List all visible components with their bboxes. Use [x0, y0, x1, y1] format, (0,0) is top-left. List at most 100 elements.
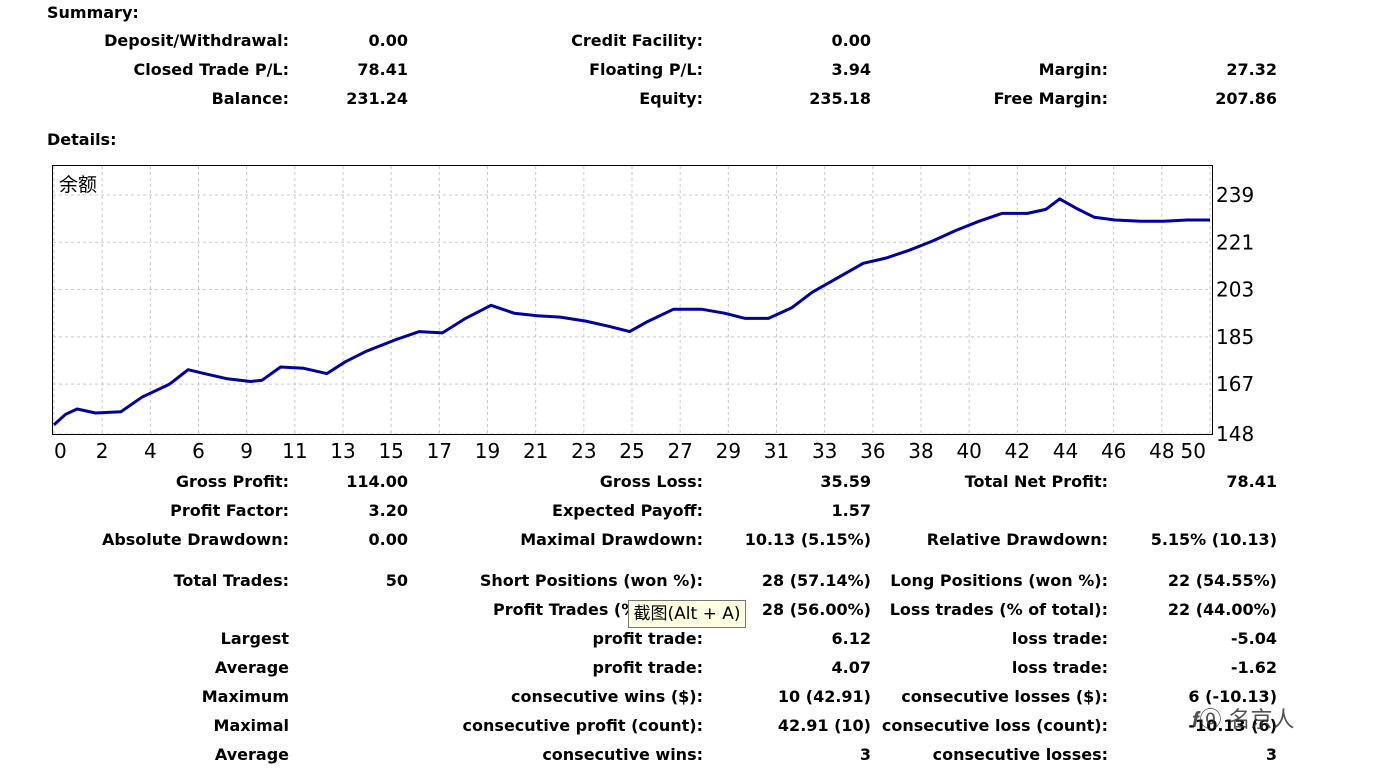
short-positions-value: 28 (57.14%)	[761, 571, 871, 590]
gross-loss-label: Gross Loss:	[599, 472, 703, 491]
profit-factor-label: Profit Factor:	[170, 501, 289, 520]
average-profit-value: 4.07	[831, 658, 871, 677]
short-positions-label: Short Positions (won %):	[479, 571, 703, 590]
equity-value: 235.18	[809, 89, 871, 108]
maximal-consecutive-profit-label: consecutive profit (count):	[462, 716, 703, 735]
avg-consecutive-losses-label: consecutive losses:	[932, 745, 1108, 764]
largest-profit-label: profit trade:	[592, 629, 703, 648]
max-consecutive-wins-label: consecutive wins ($):	[510, 687, 703, 706]
chart-title: 余额	[59, 174, 97, 196]
avg-consecutive-wins-value: 3	[859, 745, 871, 764]
balance-value: 231.24	[346, 89, 408, 108]
x-tick-label: 40	[956, 439, 981, 463]
absolute-drawdown-label: Absolute Drawdown:	[101, 530, 289, 549]
deposit-withdrawal-value: 0.00	[368, 31, 408, 50]
relative-drawdown-value: 5.15% (10.13)	[1150, 530, 1277, 549]
y-tick-label: 185	[1216, 325, 1254, 349]
x-tick-label: 6	[192, 439, 205, 463]
x-tick-label: 29	[716, 439, 741, 463]
y-tick-label: 203	[1216, 278, 1254, 302]
maximal-label: Maximal	[213, 716, 289, 735]
maximal-consecutive-profit-value: 42.91 (10)	[777, 716, 871, 735]
closed-pl-label: Closed Trade P/L:	[133, 60, 290, 79]
balance-label: Balance:	[211, 89, 289, 108]
x-tick-label: 31	[764, 439, 789, 463]
x-tick-label: 2	[96, 439, 109, 463]
x-tick-label: 4	[144, 439, 157, 463]
margin-label: Margin:	[1038, 60, 1108, 79]
x-tick-label: 13	[330, 439, 355, 463]
total-trades-label: Total Trades:	[173, 571, 289, 590]
loss-trades-label: Loss trades (% of total):	[889, 600, 1108, 619]
average-label: Average	[214, 658, 289, 677]
total-net-profit-label: Total Net Profit:	[964, 472, 1108, 491]
credit-facility-value: 0.00	[831, 31, 871, 50]
average-loss-value: -1.62	[1230, 658, 1277, 677]
max-consecutive-wins-value: 10 (42.91)	[777, 687, 871, 706]
profit-factor-value: 3.20	[368, 501, 408, 520]
avg-consecutive-wins-label: consecutive wins:	[542, 745, 703, 764]
expected-payoff-value: 1.57	[831, 501, 871, 520]
free-margin-label: Free Margin:	[993, 89, 1108, 108]
screenshot-tooltip: 截图(Alt + A)	[628, 600, 746, 628]
x-tick-label: 33	[812, 439, 837, 463]
absolute-drawdown-value: 0.00	[368, 530, 408, 549]
relative-drawdown-label: Relative Drawdown:	[926, 530, 1108, 549]
balance-series-line	[53, 197, 1210, 426]
profit-trades-label: Profit Trades (%	[493, 600, 638, 619]
average-consecutive-label: Average	[214, 745, 289, 764]
total-trades-value: 50	[385, 571, 408, 590]
expected-payoff-label: Expected Payoff:	[552, 501, 703, 520]
deposit-withdrawal-label: Deposit/Withdrawal:	[104, 31, 289, 50]
x-tick-label: 36	[860, 439, 885, 463]
balance-chart: 余额	[52, 165, 1213, 435]
free-margin-value: 207.86	[1215, 89, 1277, 108]
x-tick-label: 48	[1149, 439, 1174, 463]
x-tick-label: 50	[1181, 439, 1206, 463]
maximal-drawdown-value: 10.13 (5.15%)	[744, 530, 871, 549]
average-profit-label: profit trade:	[592, 658, 703, 677]
gross-loss-value: 35.59	[820, 472, 871, 491]
maximal-consecutive-loss-label: consecutive loss (count):	[881, 716, 1108, 735]
details-heading: Details:	[47, 130, 117, 149]
avg-consecutive-losses-value: 3	[1265, 745, 1277, 764]
x-tick-label: 44	[1053, 439, 1078, 463]
long-positions-label: Long Positions (won %):	[890, 571, 1108, 590]
x-tick-label: 23	[571, 439, 596, 463]
loss-trades-value: 22 (44.00%)	[1167, 600, 1277, 619]
largest-label: Largest	[220, 629, 289, 648]
y-tick-label: 148	[1216, 422, 1254, 446]
x-tick-label: 46	[1101, 439, 1126, 463]
long-positions-value: 22 (54.55%)	[1167, 571, 1277, 590]
credit-facility-label: Credit Facility:	[571, 31, 703, 50]
gross-profit-label: Gross Profit:	[175, 472, 289, 491]
closed-pl-value: 78.41	[357, 60, 408, 79]
x-tick-label: 9	[240, 439, 253, 463]
x-tick-label: 17	[427, 439, 452, 463]
maximal-consecutive-loss-value: -10.13 (6)	[1188, 716, 1277, 735]
y-tick-label: 239	[1216, 183, 1254, 207]
x-tick-label: 42	[1005, 439, 1030, 463]
x-tick-label: 0	[54, 439, 67, 463]
x-tick-label: 25	[619, 439, 644, 463]
total-net-profit-value: 78.41	[1226, 472, 1277, 491]
x-tick-label: 15	[378, 439, 403, 463]
balance-chart-plot: 余额	[53, 166, 1212, 434]
floating-pl-label: Floating P/L:	[589, 60, 703, 79]
max-consecutive-losses-value: 6 (-10.13)	[1188, 687, 1277, 706]
x-tick-label: 21	[523, 439, 548, 463]
watermark: 𝒇⓪ 名京人	[1192, 708, 1295, 733]
y-tick-label: 221	[1216, 230, 1254, 254]
x-tick-label: 11	[282, 439, 307, 463]
average-loss-label: loss trade:	[1011, 658, 1108, 677]
maximal-drawdown-label: Maximal Drawdown:	[520, 530, 703, 549]
x-tick-label: 19	[475, 439, 500, 463]
gross-profit-value: 114.00	[346, 472, 408, 491]
margin-value: 27.32	[1226, 60, 1277, 79]
maximum-label: Maximum	[201, 687, 289, 706]
largest-loss-label: loss trade:	[1011, 629, 1108, 648]
summary-heading: Summary:	[47, 3, 139, 22]
profit-trades-value: 28 (56.00%)	[761, 600, 871, 619]
equity-label: Equity:	[639, 89, 703, 108]
x-tick-label: 38	[908, 439, 933, 463]
